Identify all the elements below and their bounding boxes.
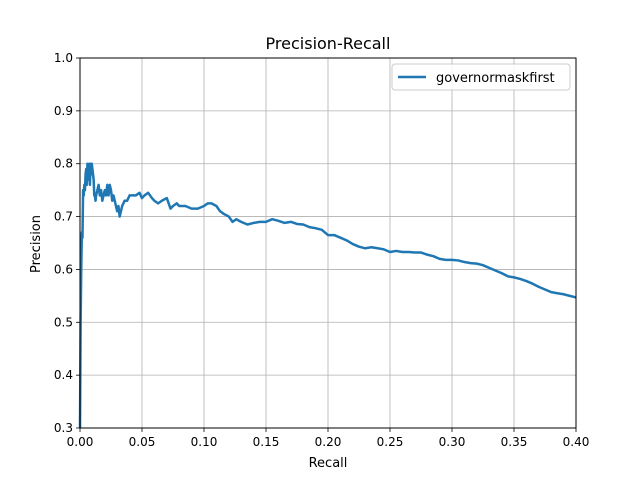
x-axis-ticks: 0.00 0.05 0.10 0.15 0.20 0.25 0.30 0.35 0.40 [67, 428, 590, 449]
x-tick-label: 0.05 [129, 435, 156, 449]
legend-box [391, 63, 571, 91]
y-tick-label: 0.3 [54, 421, 73, 435]
y-tick-label: 0.4 [54, 368, 73, 382]
chart-title: Precision-Recall [266, 34, 391, 53]
x-tick-label: 0.15 [253, 435, 280, 449]
y-tick-label: 0.8 [54, 157, 73, 171]
y-tick-label: 0.5 [54, 315, 73, 329]
grid-lines [79, 57, 577, 429]
legend-label-governormaskfirst: governormaskfirst [436, 71, 555, 86]
x-tick-label: 0.25 [377, 435, 404, 449]
y-tick-label: 0.6 [54, 262, 73, 276]
x-axis-label: Recall [309, 456, 348, 471]
x-tick-label: 0.40 [563, 435, 590, 449]
x-tick-label: 0.20 [315, 435, 342, 449]
y-axis-ticks: 0.3 0.4 0.5 0.6 0.7 0.8 0.9 1.0 [54, 51, 80, 435]
y-axis-label: Precision [29, 215, 44, 273]
x-tick-label: 0.30 [439, 435, 466, 449]
x-tick-label: 0.35 [501, 435, 528, 449]
y-tick-label: 1.0 [54, 51, 73, 65]
series-layer [78, 162, 577, 429]
y-tick-label: 0.7 [54, 210, 73, 224]
legend: governormaskfirst [391, 63, 571, 91]
x-tick-label: 0.00 [67, 435, 94, 449]
x-tick-label: 0.10 [191, 435, 218, 449]
series-line-governormaskfirst [78, 162, 577, 429]
y-tick-label: 0.9 [54, 104, 73, 118]
